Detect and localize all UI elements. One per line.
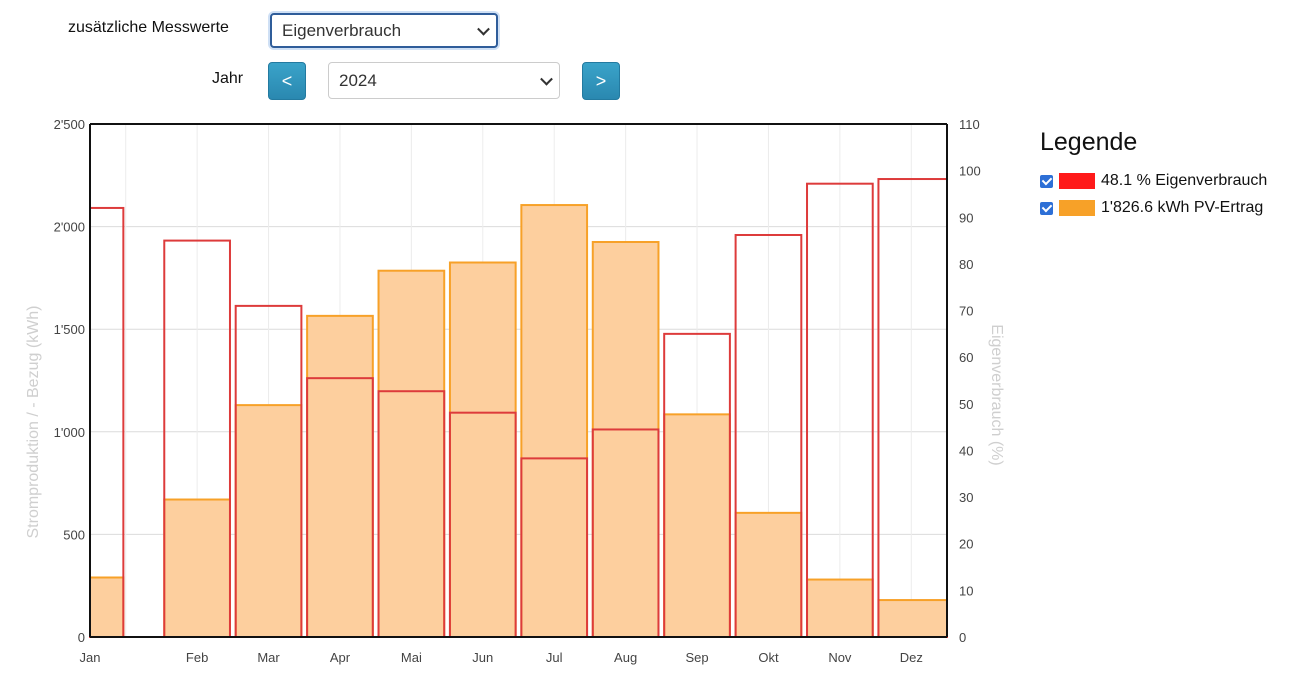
- y2-tick-label: 20: [959, 537, 973, 552]
- pv-bar: [89, 576, 125, 639]
- y-axis-label: Stromproduktion / - Bezug (kWh): [25, 306, 42, 539]
- x-tick-label: Aug: [614, 650, 637, 665]
- pv-bar: [663, 413, 731, 638]
- y2-tick-label: 110: [959, 117, 980, 132]
- legend-label: 48.1 % Eigenverbrauch: [1101, 172, 1268, 189]
- x-tick-label: Jul: [546, 650, 563, 665]
- next-year-button[interactable]: >: [582, 62, 620, 100]
- x-tick-label: Sep: [685, 650, 708, 665]
- x-tick-label: Okt: [758, 650, 779, 665]
- legend-swatch: [1059, 200, 1095, 216]
- pv-bar: [806, 578, 874, 639]
- checkbox-checked-icon[interactable]: [1040, 201, 1053, 215]
- legend-item-eigenverbrauch[interactable]: 48.1 % Eigenverbrauch: [1040, 172, 1267, 190]
- y-tick-label: 0: [78, 630, 85, 645]
- x-tick-label: Nov: [828, 650, 852, 665]
- y2-tick-label: 100: [959, 164, 981, 179]
- x-tick-label: Feb: [186, 650, 208, 665]
- pv-bar: [520, 204, 589, 639]
- x-tick-label: Jan: [80, 650, 101, 665]
- year-label: Jahr: [212, 70, 244, 87]
- pv-bar: [163, 498, 231, 638]
- y2-tick-label: 0: [959, 630, 966, 645]
- legend-label: 1'826.6 kWh PV-Ertrag: [1101, 199, 1264, 216]
- chevron-down-icon: [540, 72, 553, 86]
- legend-swatch: [1059, 173, 1095, 189]
- y2-tick-label: 60: [959, 350, 973, 365]
- eigenverbrauch-bar: [877, 178, 948, 638]
- y2-tick-label: 70: [959, 304, 973, 319]
- year-select[interactable]: 2024: [328, 62, 560, 99]
- y2-axis-label: Eigenverbrauch (%): [988, 324, 1005, 465]
- pv-bar: [448, 261, 517, 638]
- measure-select-value: Eigenverbrauch: [282, 20, 402, 40]
- pv-bar: [377, 269, 446, 639]
- x-tick-label: Mar: [257, 650, 280, 665]
- measure-select[interactable]: Eigenverbrauch: [270, 13, 498, 48]
- pv-bars: [89, 204, 948, 639]
- y-tick-label: 2'000: [54, 220, 85, 235]
- y-tick-label: 1'000: [54, 425, 85, 440]
- x-tick-label: Jun: [472, 650, 493, 665]
- eigenverbrauch-bar: [89, 206, 125, 638]
- prev-year-button[interactable]: <: [268, 62, 306, 100]
- y2-tick-label: 40: [959, 443, 973, 458]
- axes: [89, 123, 948, 638]
- y-tick-label: 1'500: [54, 322, 85, 337]
- legend-item-pv-ertrag[interactable]: 1'826.6 kWh PV-Ertrag: [1040, 199, 1263, 217]
- y2-tick-label: 80: [959, 257, 973, 272]
- y2-tick-label: 50: [959, 397, 973, 412]
- measure-label: zusätzliche Messwerte: [68, 19, 229, 36]
- chart: 0 500 1'000 1'500 2'000 2'500 0 10 20 30 40 50 60 70 8…: [25, 117, 1005, 665]
- pv-bar: [306, 314, 374, 638]
- pv-bar: [234, 404, 303, 638]
- y-tick-label: 2'500: [54, 117, 85, 132]
- x-tick-label: Apr: [330, 650, 351, 665]
- pv-bar: [591, 240, 660, 639]
- x-tick-label: Mai: [401, 650, 422, 665]
- year-select-value: 2024: [339, 70, 377, 90]
- y2-tick-label: 90: [959, 210, 973, 225]
- chevron-down-icon: [477, 22, 490, 36]
- ticks: 0 500 1'000 1'500 2'000 2'500 0 10 20 30 40 50 60 70 8…: [54, 117, 981, 665]
- legend-title: Legende: [1040, 128, 1138, 156]
- x-tick-label: Dez: [900, 650, 923, 665]
- y2-tick-label: 30: [959, 490, 973, 505]
- pv-bar: [877, 599, 948, 638]
- checkbox-checked-icon[interactable]: [1040, 174, 1053, 188]
- y-tick-label: 500: [63, 527, 85, 542]
- pv-bar: [734, 511, 803, 639]
- y2-tick-label: 10: [959, 583, 973, 598]
